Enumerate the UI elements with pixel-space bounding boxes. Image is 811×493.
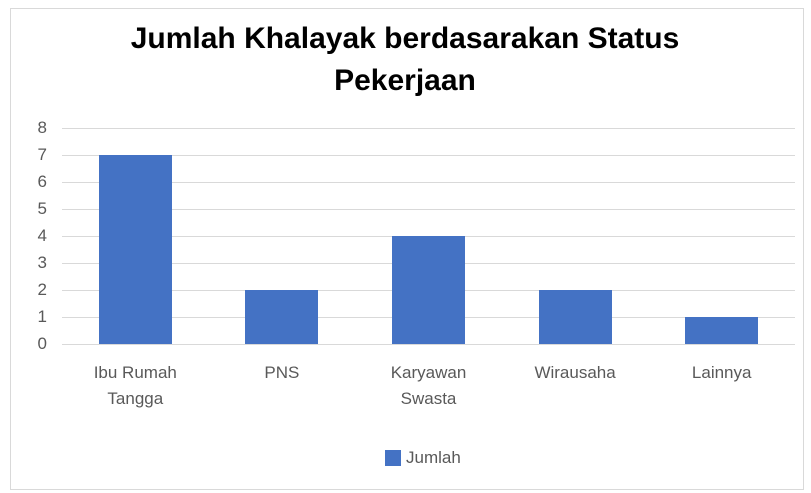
y-tick-label: 1 [37, 307, 47, 326]
y-tick-label: 8 [37, 118, 47, 137]
y-tick-label: 0 [37, 334, 47, 353]
bar [98, 155, 172, 344]
bar [685, 317, 759, 344]
bar [392, 236, 465, 344]
legend-swatch [385, 450, 401, 466]
grid-line [62, 182, 795, 183]
x-tick-label: Ibu Rumah Tangga [93, 363, 177, 408]
y-tick-label: 6 [37, 172, 47, 191]
x-tick-label: Karyawan Swasta [390, 363, 467, 408]
legend: Jumlah [385, 448, 461, 468]
y-tick-label: 2 [37, 280, 47, 299]
legend-label: Jumlah [406, 448, 461, 467]
x-tick-label: Wirausaha [534, 363, 616, 382]
chart-frame [10, 8, 804, 490]
y-tick-label: 3 [37, 253, 47, 272]
x-tick-label: PNS [264, 363, 300, 382]
bar [245, 290, 319, 344]
y-tick-label: 7 [37, 145, 47, 164]
grid-line [62, 155, 795, 156]
x-tick-label: Lainnya [691, 363, 752, 382]
y-tick-label: 4 [37, 226, 47, 245]
chart-title: Jumlah Khalayak berdasarakan Status Peke… [130, 22, 680, 97]
bar [538, 290, 612, 344]
grid-line [62, 344, 795, 345]
y-tick-label: 5 [37, 199, 47, 218]
grid-line [62, 128, 795, 129]
grid-line [62, 209, 795, 210]
